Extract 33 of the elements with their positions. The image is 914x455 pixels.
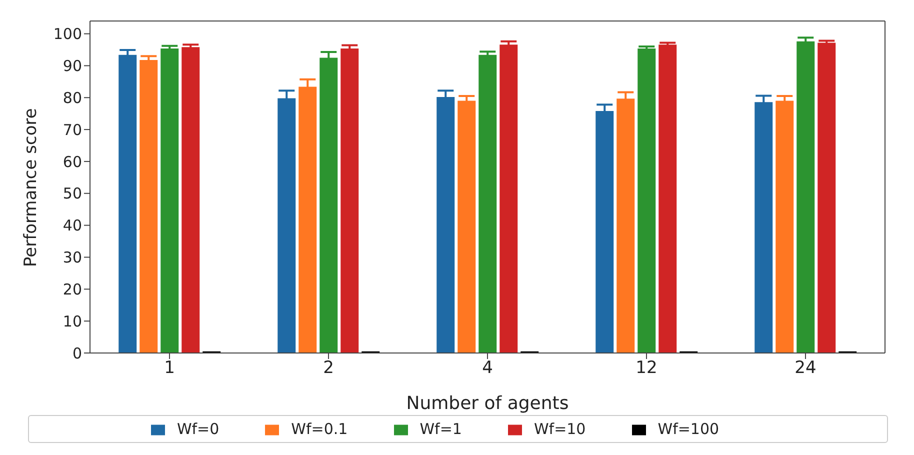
y-tick-label: 30 — [62, 248, 82, 267]
bar — [140, 60, 158, 353]
y-tick-label: 10 — [62, 312, 82, 330]
y-tick-label: 60 — [62, 152, 82, 171]
x-axis-title: Number of agents — [406, 393, 569, 414]
y-tick-label: 70 — [62, 120, 82, 139]
y-tick-label: 50 — [62, 184, 82, 203]
legend-label: Wf=1 — [420, 420, 462, 438]
bar — [500, 44, 518, 353]
y-tick-label: 100 — [53, 25, 82, 44]
bar — [478, 54, 497, 353]
bar — [638, 48, 656, 353]
bar — [818, 42, 836, 353]
legend-label: Wf=0.1 — [291, 420, 348, 438]
x-tick-label: 4 — [482, 358, 493, 378]
legend-label: Wf=10 — [534, 420, 586, 438]
x-tick-label: 2 — [323, 358, 334, 378]
x-tick-label: 12 — [636, 358, 658, 378]
bar — [160, 48, 179, 353]
bar — [340, 48, 359, 353]
y-tick-label: 40 — [62, 216, 82, 235]
y-tick-label: 20 — [62, 280, 82, 298]
bar — [182, 47, 200, 353]
bar — [796, 41, 815, 353]
y-tick-label: 0 — [72, 344, 82, 362]
legend-label: Wf=0 — [176, 420, 220, 438]
legend-label: Wf=100 — [658, 420, 720, 438]
x-tick-label: 24 — [794, 358, 816, 378]
y-tick-label: 80 — [62, 88, 82, 107]
bar — [658, 44, 677, 353]
x-tick-label: 1 — [164, 358, 175, 378]
y-axis-title: Performance score — [21, 108, 42, 267]
y-tick-label: 90 — [62, 57, 82, 76]
